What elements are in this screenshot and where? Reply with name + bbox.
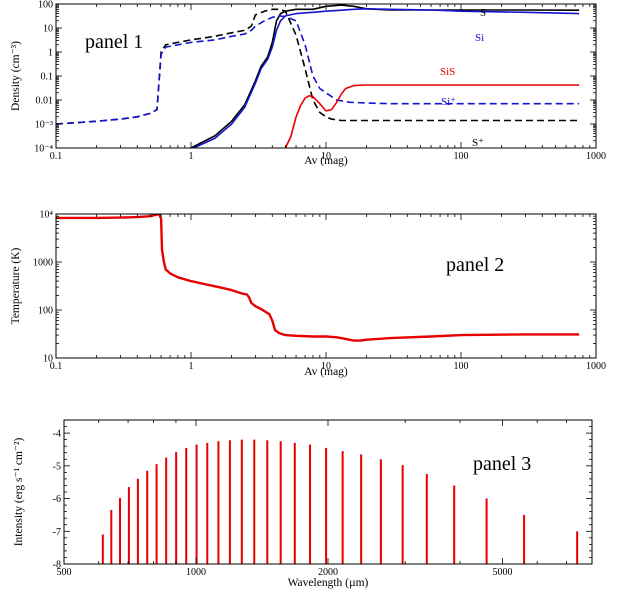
density-y-tick-label: 1 (48, 48, 53, 59)
temperature-x-axis-label: Av (mag) (304, 366, 348, 378)
density-panel: 0.1 1 10 100 1000 10⁻⁴ 10⁻³ 0.01 0.1 1 10 100 panel… (10, 0, 606, 167)
density-x-axis-label: Av (mag) (304, 155, 348, 167)
series-label-sis: SiS (440, 66, 455, 78)
spectrum-y-tick-label: -7 (53, 527, 61, 538)
spectrum-y-axis-label: Intensity (erg s⁻¹ cm⁻²) (13, 438, 25, 547)
density-y-tick-label: 10⁻⁴ (34, 144, 53, 155)
temperature-x-tick-label: 0.1 (50, 361, 63, 372)
temperature-panel-label: panel 2 (446, 254, 504, 276)
spectrum-y-tick-label: -4 (53, 429, 61, 440)
spectrum-x-tick-label: 500 (57, 567, 72, 578)
spectrum-bars-group (101, 439, 579, 564)
temperature-y-tick-label: 10⁴ (40, 210, 54, 221)
temperature-y-tick-label: 1000 (33, 258, 53, 269)
density-x-tick-label: 1 (189, 151, 194, 162)
density-series-line-2 (56, 8, 580, 125)
density-x-tick-label: 1000 (586, 151, 606, 162)
density-x-tick-label: 100 (454, 151, 469, 162)
spectrum-plot-frame (63, 419, 593, 565)
density-series-line-3 (56, 15, 580, 125)
temperature-series-group (56, 214, 580, 342)
density-y-tick-label: 0.1 (41, 72, 54, 83)
density-x-tick-label: 10 (321, 151, 331, 162)
density-series-line-1 (191, 8, 580, 148)
spectrum-x-tick-label: 5000 (492, 567, 512, 578)
temperature-ticks: 0.1 1 10 100 1000 10 100 1000 10⁴ (33, 210, 606, 373)
series-label-s: S (480, 7, 486, 19)
temperature-y-tick-label: 10 (43, 354, 53, 365)
density-series-group (56, 4, 580, 148)
density-series-line-4 (284, 84, 580, 148)
temperature-x-tick-label: 100 (454, 361, 469, 372)
spectrum-x-tick-label: 2000 (318, 567, 338, 578)
temperature-y-axis-label: Temperature (K) (10, 247, 22, 324)
spectrum-y-tick-label: -8 (53, 560, 61, 571)
temperature-y-tick-label: 100 (38, 306, 53, 317)
spectrum-x-axis-label: Wavelength (µm) (288, 577, 369, 589)
temperature-x-tick-label: 1000 (586, 361, 606, 372)
density-y-tick-label: 10 (43, 24, 53, 35)
density-plot-frame (55, 3, 597, 149)
temperature-panel: 0.1 1 10 100 1000 10 100 1000 10⁴ panel 2 Av (ma… (10, 210, 606, 379)
density-ticks: 0.1 1 10 100 1000 10⁻⁴ 10⁻³ 0.01 0.1 1 10 100 (34, 0, 606, 162)
density-x-tick-label: 0.1 (50, 151, 63, 162)
spectrum-panel: 500 1000 2000 5000 -8 -7 -6 -5 -4 panel 3 Wavele… (13, 419, 593, 589)
temperature-x-tick-label: 10 (321, 361, 331, 372)
spectrum-x-tick-label: 1000 (186, 567, 206, 578)
spectrum-y-tick-label: -6 (53, 494, 61, 505)
spectrum-ticks: 500 1000 2000 5000 -8 -7 -6 -5 -4 (53, 420, 593, 578)
series-label-si-plus: Si⁺ (441, 96, 456, 108)
density-y-tick-label: 0.01 (36, 96, 54, 107)
density-panel-label: panel 1 (85, 31, 143, 53)
spectrum-panel-label: panel 3 (473, 453, 531, 475)
density-y-tick-label: 100 (38, 0, 53, 11)
density-y-axis-label: Density (cm⁻³) (10, 41, 22, 111)
series-label-si: Si (475, 32, 484, 44)
temperature-x-tick-label: 1 (189, 361, 194, 372)
density-y-tick-label: 10⁻³ (35, 120, 53, 131)
spectrum-y-tick-label: -5 (53, 461, 61, 472)
series-label-s-plus: S⁺ (472, 137, 484, 149)
temperature-series-line-0 (56, 214, 580, 342)
